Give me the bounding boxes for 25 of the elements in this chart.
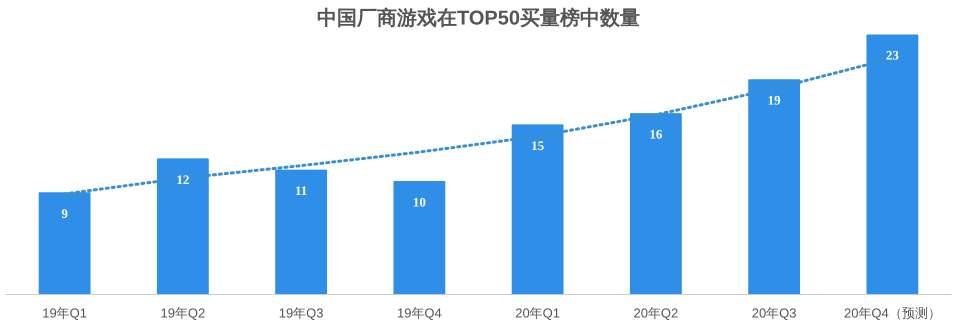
bar — [512, 124, 564, 294]
chart-title: 中国厂商游戏在TOP50买量榜中数量 — [317, 6, 640, 30]
x-tick-label: 20年Q4（预测） — [844, 306, 941, 320]
data-label: 15 — [531, 138, 545, 153]
bar — [275, 170, 328, 294]
data-label: 10 — [412, 194, 426, 210]
bar — [748, 79, 800, 294]
x-tick-label: 19年Q2 — [160, 306, 206, 320]
data-label: 9 — [61, 206, 68, 221]
x-tick-label: 20年Q1 — [515, 306, 560, 320]
data-label: 23 — [886, 48, 900, 62]
bar — [156, 158, 209, 294]
data-label: 19 — [768, 92, 782, 108]
x-tick-label: 19年Q1 — [42, 306, 88, 320]
bar — [393, 180, 446, 294]
x-tick-label: 20年Q3 — [752, 306, 797, 320]
x-tick-label: 19年Q4 — [396, 306, 442, 320]
data-label: 16 — [649, 126, 663, 142]
x-tick-label: 20年Q2 — [633, 306, 678, 320]
bar — [38, 192, 91, 294]
x-tick-label: 19年Q3 — [278, 306, 324, 320]
data-label: 12 — [176, 172, 190, 187]
bar — [866, 34, 918, 294]
bar — [630, 113, 682, 294]
data-label: 11 — [294, 183, 308, 198]
